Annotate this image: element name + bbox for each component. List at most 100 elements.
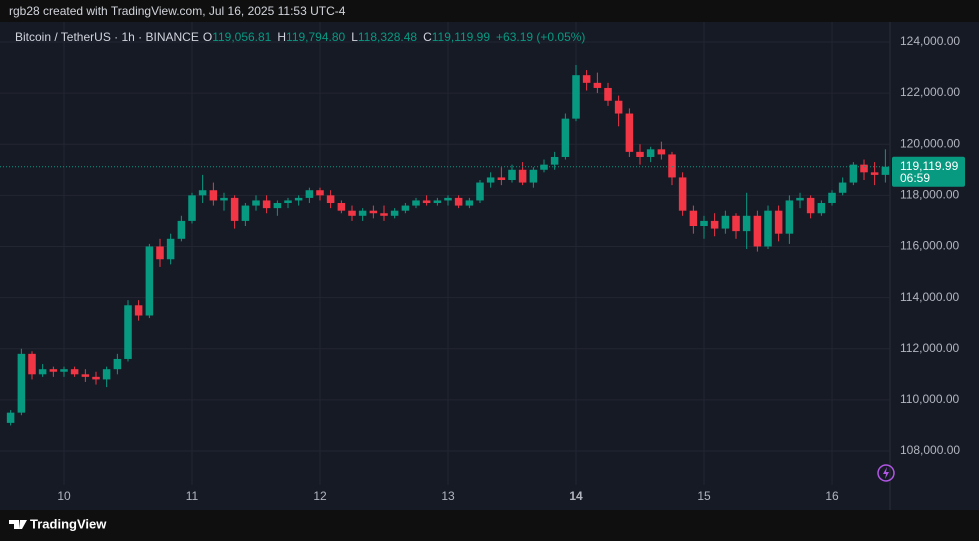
candle-body	[465, 200, 474, 206]
x-tick-label: 11	[186, 489, 199, 503]
x-tick-label: 10	[57, 489, 71, 503]
candle-body	[134, 305, 143, 316]
candle-body	[28, 353, 36, 375]
candle-body	[806, 197, 815, 214]
candle-body	[70, 369, 79, 375]
candle-body	[753, 215, 762, 247]
candle-body	[188, 195, 196, 221]
candle-body	[241, 205, 250, 221]
candle-body	[177, 220, 186, 239]
candle-body	[166, 238, 175, 260]
candle-body	[732, 215, 740, 232]
candle-body	[348, 210, 356, 216]
candle-body	[508, 169, 516, 180]
candle-body	[209, 190, 218, 201]
candle-body	[774, 210, 783, 234]
x-tick-label: 12	[313, 489, 327, 503]
plot	[0, 64, 890, 426]
candle-body	[572, 75, 580, 119]
candle-body	[764, 210, 772, 247]
candle-body	[860, 164, 868, 173]
x-tick-label: 13	[441, 489, 455, 503]
candle-body	[369, 210, 378, 214]
legend-ohlc-value: 119,056.81	[212, 30, 271, 44]
candle-body	[710, 220, 719, 229]
candle-body	[657, 149, 666, 155]
chart-background	[0, 22, 979, 510]
y-tick-label: 124,000.00	[900, 34, 960, 48]
x-tick-label: 14	[569, 489, 583, 503]
candle-body	[646, 149, 655, 157]
candle-body	[454, 197, 463, 206]
candle-body	[412, 200, 420, 206]
legend-symbol: Bitcoin / TetherUS · 1h · BINANCE	[15, 30, 199, 44]
candle-body	[785, 200, 794, 234]
legend-ohlc-value: 118,328.48	[358, 30, 417, 44]
candle-body	[294, 197, 303, 201]
candle-body	[17, 353, 26, 413]
y-tick-label: 112,000.00	[900, 341, 959, 355]
y-tick-label: 114,000.00	[900, 290, 959, 304]
candle-body	[60, 369, 68, 372]
candle-body	[796, 197, 804, 201]
candle-body	[422, 200, 431, 204]
legend-ohlc-label: H	[277, 30, 286, 44]
axes: 108,000.00 110,000.00 112,000.00 114,000.00…	[15, 30, 965, 503]
candle-body	[220, 197, 228, 201]
candle-body	[828, 192, 836, 204]
legend-ohlc-label: L	[351, 30, 358, 44]
grid	[0, 22, 890, 485]
y-tick-label: 116,000.00	[900, 239, 959, 253]
legend-ohlc-value: 119,794.80	[286, 30, 345, 44]
last-price-box	[892, 156, 965, 187]
x-tick-label: 15	[697, 489, 711, 503]
candle-body	[401, 205, 410, 211]
candle-body	[742, 215, 751, 232]
candle-body	[252, 200, 260, 206]
candle-body	[92, 376, 100, 380]
candle-body	[550, 156, 559, 165]
candle-body	[390, 210, 399, 216]
candle-body	[700, 220, 708, 227]
candle-body	[124, 305, 132, 359]
candle-body	[38, 369, 47, 375]
candle-body	[593, 82, 602, 88]
candle-body	[326, 195, 335, 204]
candle-body	[689, 210, 698, 227]
candle-body	[262, 200, 271, 209]
legend-ohlc-value: 119,119.99	[432, 30, 491, 44]
x-tick-label: 16	[825, 489, 839, 503]
candle-body	[582, 75, 591, 83]
candle-body	[102, 369, 111, 380]
candle-body	[486, 177, 495, 183]
candle-body	[284, 200, 292, 204]
candle-body	[838, 182, 847, 193]
candle-body	[316, 190, 324, 196]
candle-body	[476, 182, 484, 201]
y-tick-label: 120,000.00	[900, 136, 960, 150]
candle-body	[561, 118, 570, 157]
candle-body	[380, 213, 388, 216]
candle-body	[156, 246, 164, 260]
y-tick-label: 110,000.00	[900, 392, 959, 406]
candle-body	[198, 190, 207, 196]
candle-body	[337, 203, 346, 211]
candle-body	[529, 169, 538, 183]
alert-circle	[877, 464, 895, 482]
candle-body	[49, 369, 58, 372]
candle-body	[625, 113, 634, 152]
legend-ohlc-label: O	[203, 30, 212, 44]
candle-body	[540, 164, 548, 170]
candle-body	[636, 151, 644, 157]
candle-body	[721, 215, 730, 229]
y-tick-label: 118,000.00	[900, 188, 959, 202]
candle-body	[604, 87, 612, 101]
candle-body	[497, 177, 506, 180]
candle-body	[817, 203, 826, 214]
candle-body	[113, 358, 122, 370]
candle-body	[518, 169, 527, 183]
candle-body	[230, 197, 239, 221]
candle-body	[81, 374, 90, 377]
last-price-label: 119,119.99	[900, 159, 959, 173]
